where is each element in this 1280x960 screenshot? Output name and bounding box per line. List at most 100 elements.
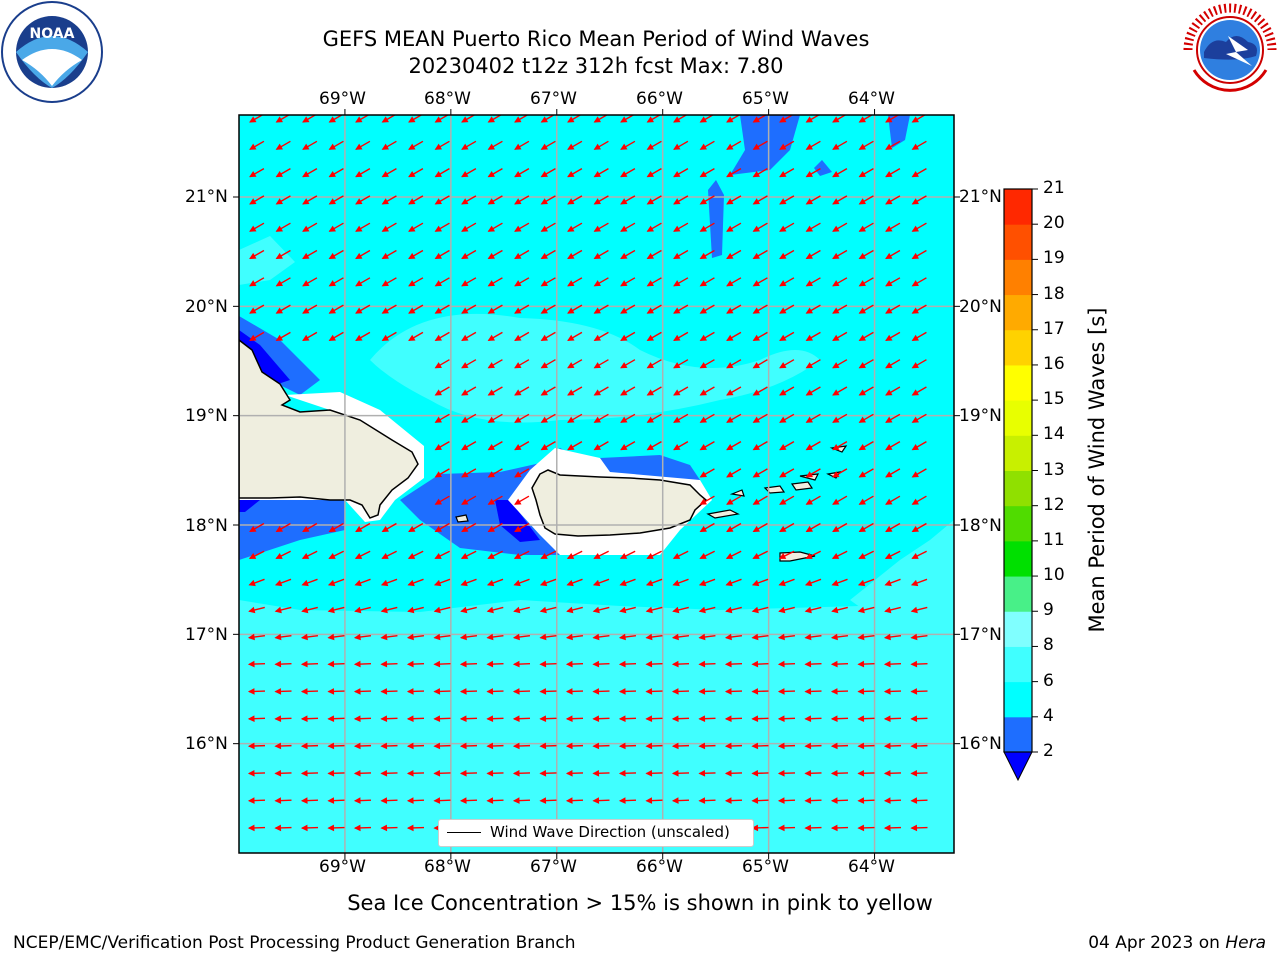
wind-wave-arrowhead — [699, 443, 707, 451]
wind-wave-arrowhead — [777, 633, 785, 641]
wind-wave-arrowhead — [514, 198, 522, 205]
wind-wave-arrowhead — [645, 715, 653, 722]
wind-wave-arrowhead — [565, 660, 573, 668]
wind-wave-arrowhead — [275, 307, 283, 314]
wind-wave-arrowhead — [487, 471, 495, 478]
wind-wave-arrowhead — [300, 633, 308, 641]
wind-wave-arrowhead — [353, 824, 361, 832]
wind-wave-arrowhead — [408, 143, 416, 150]
wind-wave-arrowhead — [459, 660, 467, 668]
wind-wave-arrowhead — [381, 334, 389, 341]
wind-wave-arrowhead — [619, 552, 628, 559]
colorbar-tick-label: 16 — [1043, 353, 1065, 374]
wind-wave-arrowhead — [779, 334, 787, 341]
wind-wave-arrowhead — [407, 552, 416, 559]
wind-wave-arrowhead — [751, 660, 759, 668]
lat-label-right: 20°N — [959, 297, 1002, 317]
wind-wave-arrowhead — [618, 797, 626, 804]
wind-wave-arrowhead — [724, 633, 732, 641]
wind-wave-arrowhead — [857, 688, 865, 695]
wind-wave-arrowhead — [832, 525, 840, 533]
colorbar-tick-label: 6 — [1043, 670, 1054, 691]
footer-date-text: 04 Apr 2023 on — [1088, 933, 1226, 953]
wind-wave-arrowhead — [724, 688, 732, 695]
wind-wave-arrowhead — [673, 116, 681, 123]
lat-label-left: 16°N — [185, 734, 228, 754]
wind-wave-arrowhead — [832, 389, 840, 396]
wind-wave-arrowhead — [805, 525, 813, 533]
contour-under-2-nw — [239, 330, 290, 385]
wind-wave-arrowhead — [381, 198, 389, 205]
wind-wave-arrowhead — [487, 552, 495, 559]
wind-wave-arrowhead — [805, 252, 813, 260]
wind-wave-arrowhead — [858, 198, 866, 205]
wind-wave-arrowhead — [302, 280, 310, 287]
wind-wave-arrowhead — [805, 307, 813, 314]
wind-wave-arrowhead — [593, 143, 601, 150]
wind-wave-arrowhead — [752, 143, 760, 150]
wind-wave-arrowhead — [858, 389, 866, 396]
wind-wave-arrowhead — [885, 334, 893, 341]
wind-wave-arrowhead — [486, 688, 494, 695]
wind-wave-arrowhead — [275, 552, 283, 559]
wind-wave-arrowhead — [565, 769, 573, 777]
wind-wave-arrowhead — [248, 579, 256, 587]
wind-wave-arrowhead — [911, 416, 919, 423]
wind-wave-arrowhead — [514, 443, 522, 451]
colorbar-tick-label: 8 — [1043, 635, 1054, 656]
wind-wave-arrowhead — [434, 498, 442, 505]
wind-wave-arrowhead — [779, 443, 787, 451]
wind-wave-arrowhead — [830, 797, 838, 804]
wind-wave-arrowhead — [832, 471, 840, 478]
wind-wave-arrowhead — [565, 715, 573, 722]
wind-wave-arrowhead — [699, 170, 707, 178]
land-mona-island — [455, 514, 469, 523]
wind-wave-arrowhead — [302, 525, 310, 533]
wind-wave-arrowhead — [486, 797, 494, 804]
wind-wave-arrowhead — [620, 389, 628, 396]
wind-wave-arrowhead — [884, 579, 892, 587]
wind-wave-arrowhead — [910, 797, 918, 804]
wind-wave-arrowhead — [565, 742, 573, 750]
wind-wave-arrowhead — [671, 797, 679, 804]
wind-wave-arrowhead — [911, 498, 919, 505]
wind-wave-arrowhead — [461, 143, 469, 150]
colorbar-segment — [1004, 224, 1032, 260]
colorbar-segment — [1004, 505, 1032, 542]
wind-wave-arrowhead — [726, 416, 734, 423]
wind-wave-arrowhead — [565, 688, 573, 695]
wind-wave-arrowhead — [673, 143, 681, 150]
wind-wave-arrowhead — [673, 198, 681, 205]
wind-wave-arrowhead — [910, 633, 918, 641]
wind-wave-arrowhead — [592, 606, 600, 614]
wind-wave-arrowhead — [830, 633, 838, 641]
wind-wave-arrowhead — [592, 688, 600, 695]
contour-2-4-n3 — [708, 180, 724, 258]
wind-wave-arrowhead — [857, 633, 865, 641]
wind-wave-arrowhead — [513, 552, 522, 559]
wind-wave-arrowhead — [645, 797, 653, 804]
wind-wave-arrowhead — [354, 579, 362, 587]
wind-wave-arrowhead — [540, 443, 548, 451]
wind-wave-arrowhead — [698, 660, 706, 668]
wind-wave-arrowhead — [461, 443, 469, 451]
wind-wave-arrowhead — [539, 579, 548, 587]
wind-wave-arrowhead — [434, 334, 442, 341]
wind-wave-arrowhead — [328, 252, 336, 260]
wind-wave-arrowhead — [408, 525, 416, 533]
wind-wave-arrowhead — [779, 116, 787, 123]
wind-wave-arrowhead — [593, 389, 601, 396]
wind-wave-arrowhead — [248, 606, 256, 614]
wind-wave-arrowhead — [592, 579, 601, 587]
wind-wave-arrowhead — [646, 307, 654, 314]
wind-wave-arrowhead — [406, 824, 414, 832]
wind-wave-arrowhead — [910, 742, 918, 750]
wind-wave-arrowhead — [751, 579, 760, 587]
wind-wave-arrowhead — [779, 416, 787, 423]
wind-wave-arrowhead — [327, 660, 335, 668]
wind-wave-arrowhead — [777, 769, 785, 777]
wind-wave-arrowhead — [620, 416, 628, 423]
wind-wave-arrowhead — [699, 416, 707, 423]
wind-wave-arrowhead — [885, 389, 893, 396]
